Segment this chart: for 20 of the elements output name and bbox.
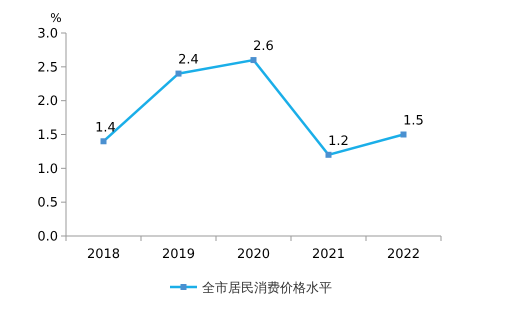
xtick: 2018 xyxy=(86,247,120,262)
ytick: 2.0 xyxy=(37,94,58,110)
ytick: 0.0 xyxy=(37,230,58,244)
xtick: 2020 xyxy=(236,247,270,262)
xtick: 2019 xyxy=(162,247,196,262)
data-label: 1.2 xyxy=(328,134,349,149)
xtick: 2021 xyxy=(312,247,346,262)
ylabel: % xyxy=(50,11,62,25)
ytick: 2.5 xyxy=(37,60,58,76)
data-label: 1.4 xyxy=(95,120,116,136)
data-label: 1.5 xyxy=(403,114,424,128)
data-label: 2.4 xyxy=(178,52,199,68)
legend: 全市居民消费价格水平 xyxy=(170,281,332,296)
ytick: 3.0 xyxy=(37,26,58,42)
ytick: 0.5 xyxy=(37,196,58,211)
ytick: 1.0 xyxy=(37,162,58,177)
data-label: 2.6 xyxy=(253,39,274,54)
legend-label: 全市居民消费价格水平 xyxy=(202,281,332,296)
ytick: 1.5 xyxy=(37,128,58,143)
xtick: 2022 xyxy=(386,247,420,262)
